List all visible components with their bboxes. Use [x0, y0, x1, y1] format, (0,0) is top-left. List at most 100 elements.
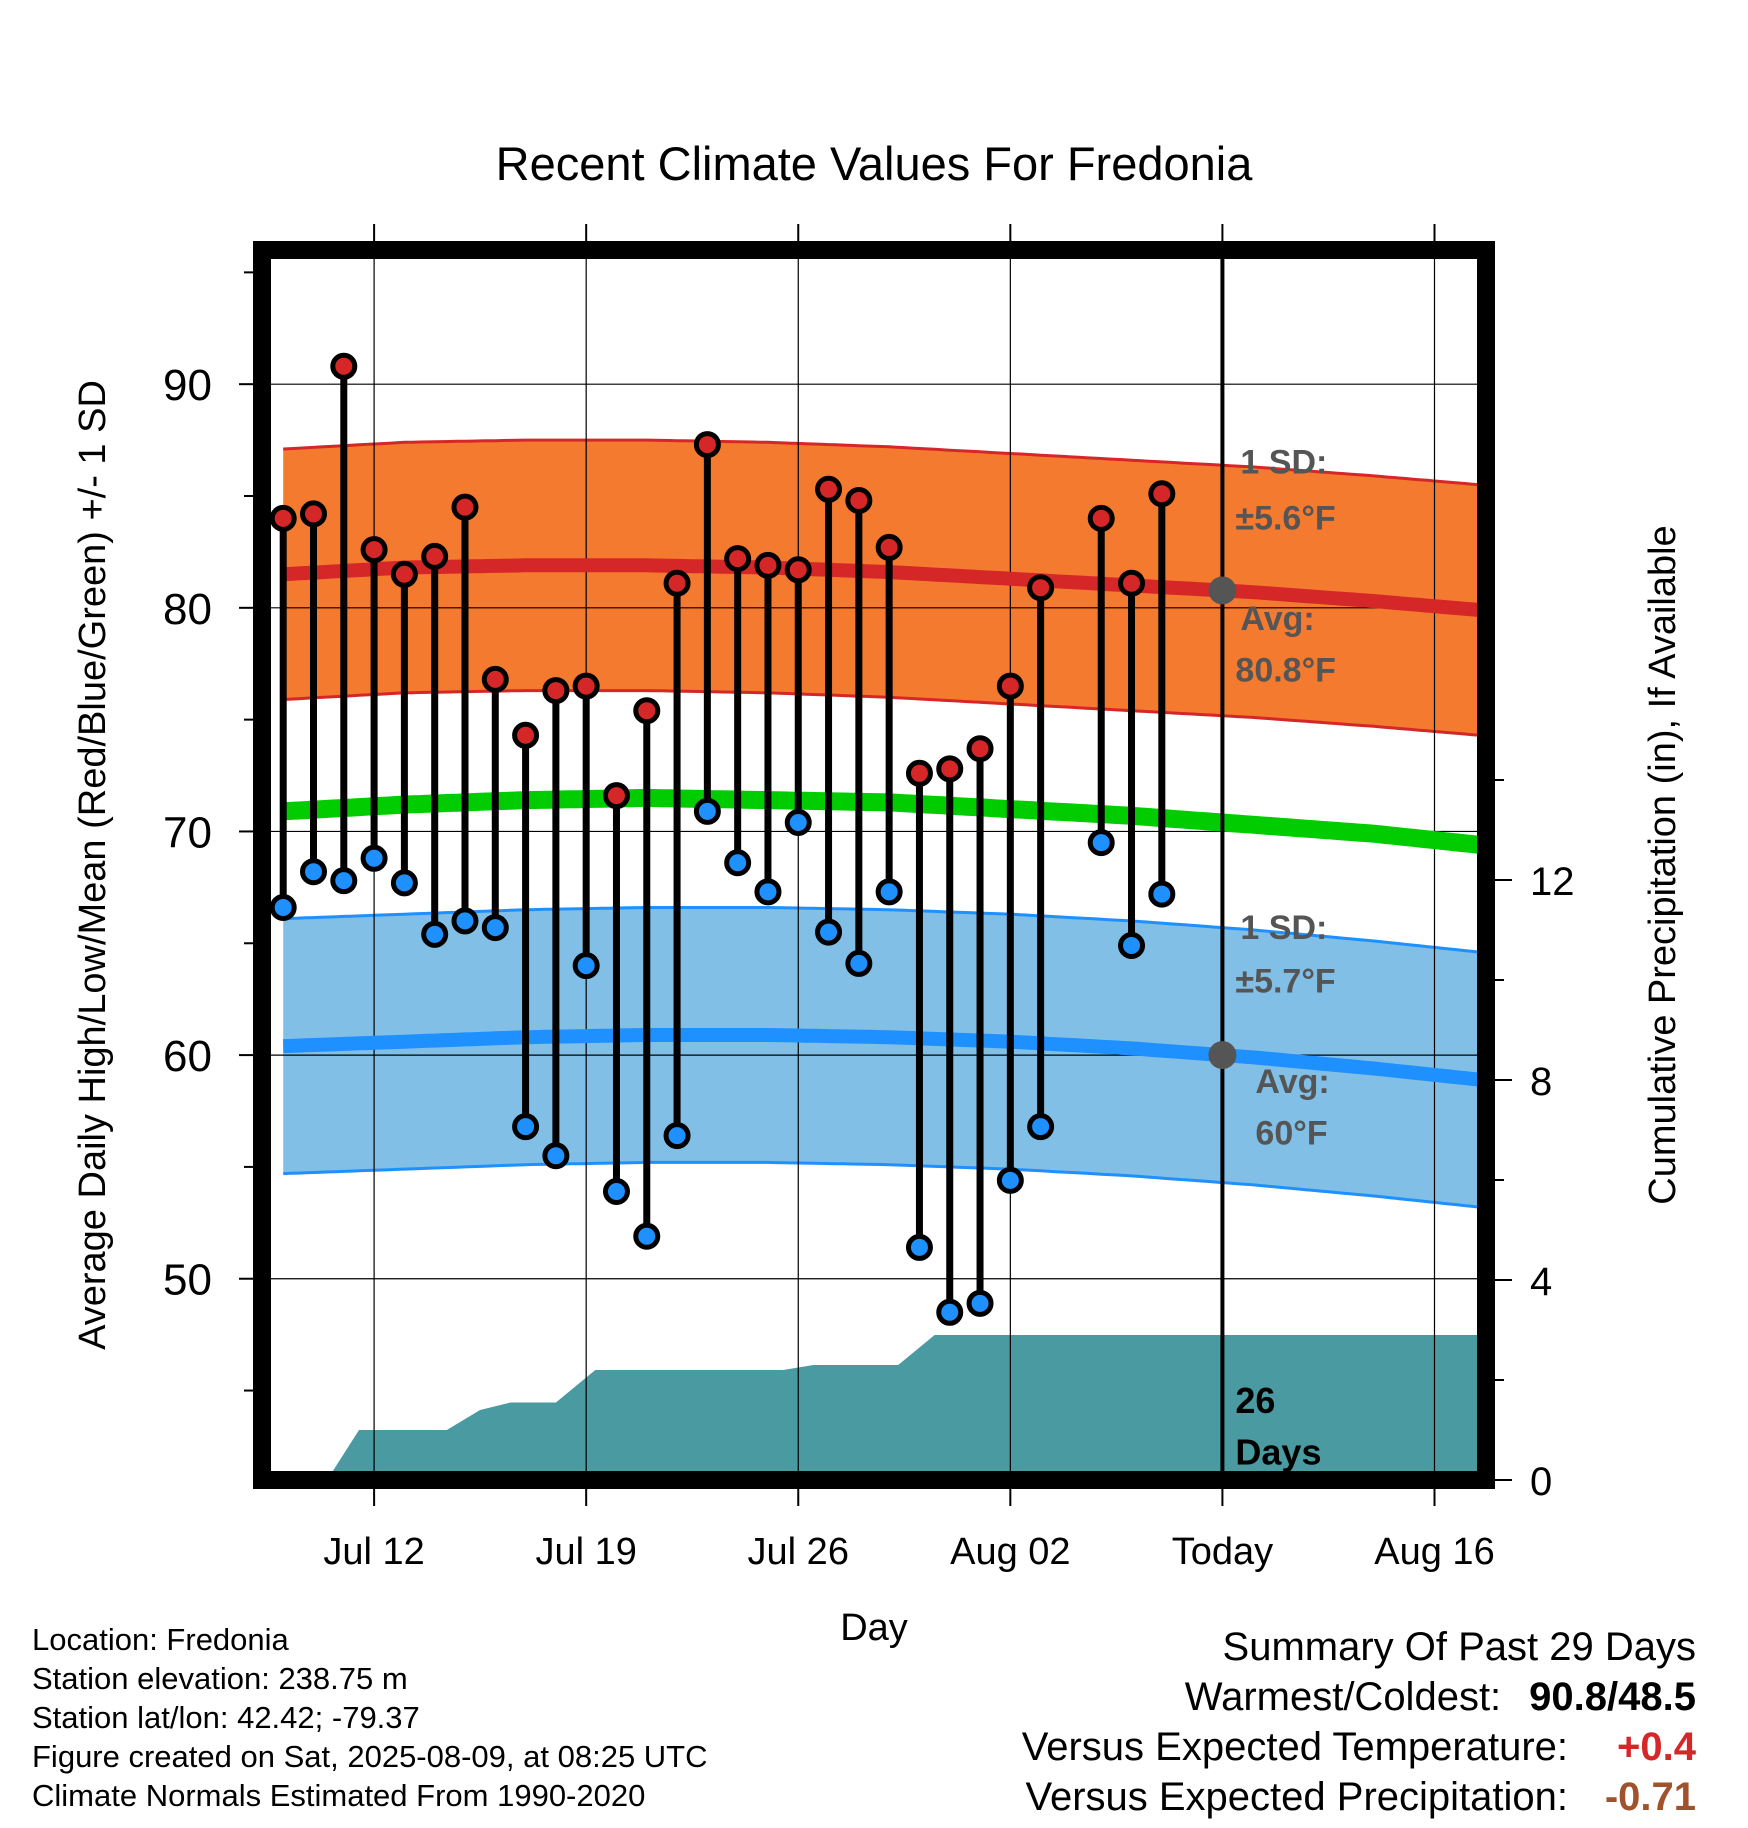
daily-high-point [1087, 504, 1115, 532]
low-sd-band [283, 907, 1480, 1208]
daily-high-point [754, 551, 782, 579]
daily-low-point [1148, 880, 1176, 908]
daily-low-point [390, 869, 418, 897]
y-tick-label: 80 [163, 585, 212, 634]
warm-cold-label: Warmest/Coldest: [1184, 1675, 1502, 1719]
precip-area [262, 1335, 1486, 1480]
daily-high-point [602, 782, 630, 810]
daily-low-point [663, 1122, 691, 1150]
daily-low-point [269, 893, 297, 921]
daily-low-point [360, 844, 388, 872]
daily-high-point [512, 721, 540, 749]
x-tick-label: Jul 26 [748, 1531, 849, 1573]
daily-high-point [996, 672, 1024, 700]
x-tick-label: Today [1172, 1531, 1273, 1573]
daily-high-point [663, 569, 691, 597]
daily-high-point [1148, 480, 1176, 508]
daily-high-point [572, 672, 600, 700]
daily-low-point [330, 867, 358, 895]
y2-tick-label: 0 [1530, 1460, 1552, 1504]
daily-low-point [1027, 1113, 1055, 1141]
daily-high-point [845, 486, 873, 514]
daily-low-point [481, 914, 509, 942]
x-tick-label: Aug 16 [1374, 1531, 1494, 1573]
precip-value: -0.71 [1604, 1775, 1696, 1819]
location-text: Location: Fredonia [32, 1622, 289, 1657]
low-sd-upper-line [283, 906, 1481, 954]
y-tick-label: 50 [163, 1256, 212, 1305]
daily-high-point [451, 493, 479, 521]
daily-high-point [421, 542, 449, 570]
daily-low-point [1118, 932, 1146, 960]
high-sd-lower-line [283, 689, 1481, 737]
y-tick-label: 90 [163, 361, 212, 410]
latlon-text: Station lat/lon: 42.42; -79.37 [32, 1700, 420, 1735]
warm-cold-row: Warmest/Coldest: 90.8/48.5 [1022, 1672, 1696, 1722]
y-tick-label: 60 [163, 1032, 212, 1081]
daily-low-point [421, 920, 449, 948]
daily-high-point [542, 677, 570, 705]
daily-low-point [451, 907, 479, 935]
low-sd-value: ±5.7°F [1235, 962, 1335, 1000]
today-low-avg-marker [1208, 1041, 1237, 1070]
daily-high-point [269, 504, 297, 532]
low-sd-label: 1 SD: [1240, 909, 1327, 947]
daily-low-point [936, 1298, 964, 1326]
daily-low-point [602, 1178, 630, 1206]
high-avg-label: Avg: [1240, 600, 1314, 638]
daily-high-point [875, 533, 903, 561]
daily-high-point [330, 352, 358, 380]
temp-value: +0.4 [1617, 1725, 1696, 1769]
y-tick-label: 70 [163, 808, 212, 857]
x-tick-label: Aug 02 [950, 1531, 1070, 1573]
high-sd-band [283, 440, 1480, 736]
daily-high-point [724, 545, 752, 573]
temp-row: Versus Expected Temperature: +0.4 [1022, 1722, 1696, 1772]
daily-high-point [1027, 574, 1055, 602]
daily-high-point [360, 536, 388, 564]
daily-high-point [390, 560, 418, 588]
x-axis-label: Day [840, 1607, 908, 1649]
summary-title: Summary Of Past 29 Days [1222, 1625, 1696, 1669]
days-count-label: 26 [1235, 1380, 1275, 1421]
low-avg-label: Avg: [1255, 1063, 1329, 1101]
daily-low-point [905, 1233, 933, 1261]
normal-mean-line [282, 788, 1481, 854]
station-info: Location: Fredonia Station elevation: 23… [32, 1620, 708, 1815]
daily-low-point [693, 797, 721, 825]
daily-low-point [784, 809, 812, 837]
daily-high-point [1118, 569, 1146, 597]
days-unit-label: Days [1235, 1431, 1321, 1472]
high-sd-label: 1 SD: [1240, 444, 1327, 482]
daily-high-point [693, 431, 721, 459]
warm-cold-value: 90.8/48.5 [1529, 1675, 1696, 1719]
x-tick-label: Jul 19 [535, 1531, 636, 1573]
daily-low-point [754, 878, 782, 906]
plot-area [262, 250, 1486, 1480]
today-high-avg-marker [1208, 576, 1237, 605]
precip-label: Versus Expected Precipitation: [1025, 1775, 1568, 1819]
elevation-text: Station elevation: 238.75 m [32, 1661, 408, 1696]
x-tick-label: Jul 12 [323, 1531, 424, 1573]
daily-low-point [845, 949, 873, 977]
normals-text: Climate Normals Estimated From 1990-2020 [32, 1778, 646, 1813]
summary-panel: Summary Of Past 29 Days Warmest/Coldest:… [1022, 1622, 1696, 1822]
high-sd-value: ±5.6°F [1235, 500, 1335, 538]
daily-high-point [481, 665, 509, 693]
high-sd-upper-line [283, 438, 1481, 487]
y2-tick-label: 12 [1530, 860, 1575, 904]
y2-axis-label: Cumulative Precipitation (in), If Availa… [1642, 525, 1684, 1204]
daily-low-point [996, 1166, 1024, 1194]
high-avg-value: 80.8°F [1235, 652, 1336, 690]
daily-low-point [1087, 829, 1115, 857]
y2-tick-label: 4 [1530, 1260, 1552, 1304]
daily-low-point [572, 952, 600, 980]
daily-low-point [724, 849, 752, 877]
daily-low-point [512, 1113, 540, 1141]
daily-low-point [542, 1142, 570, 1170]
daily-low-point [300, 858, 328, 886]
daily-high-point [936, 755, 964, 783]
daily-low-point [875, 878, 903, 906]
normal-low-line [283, 1028, 1481, 1087]
created-text: Figure created on Sat, 2025-08-09, at 08… [32, 1739, 708, 1774]
